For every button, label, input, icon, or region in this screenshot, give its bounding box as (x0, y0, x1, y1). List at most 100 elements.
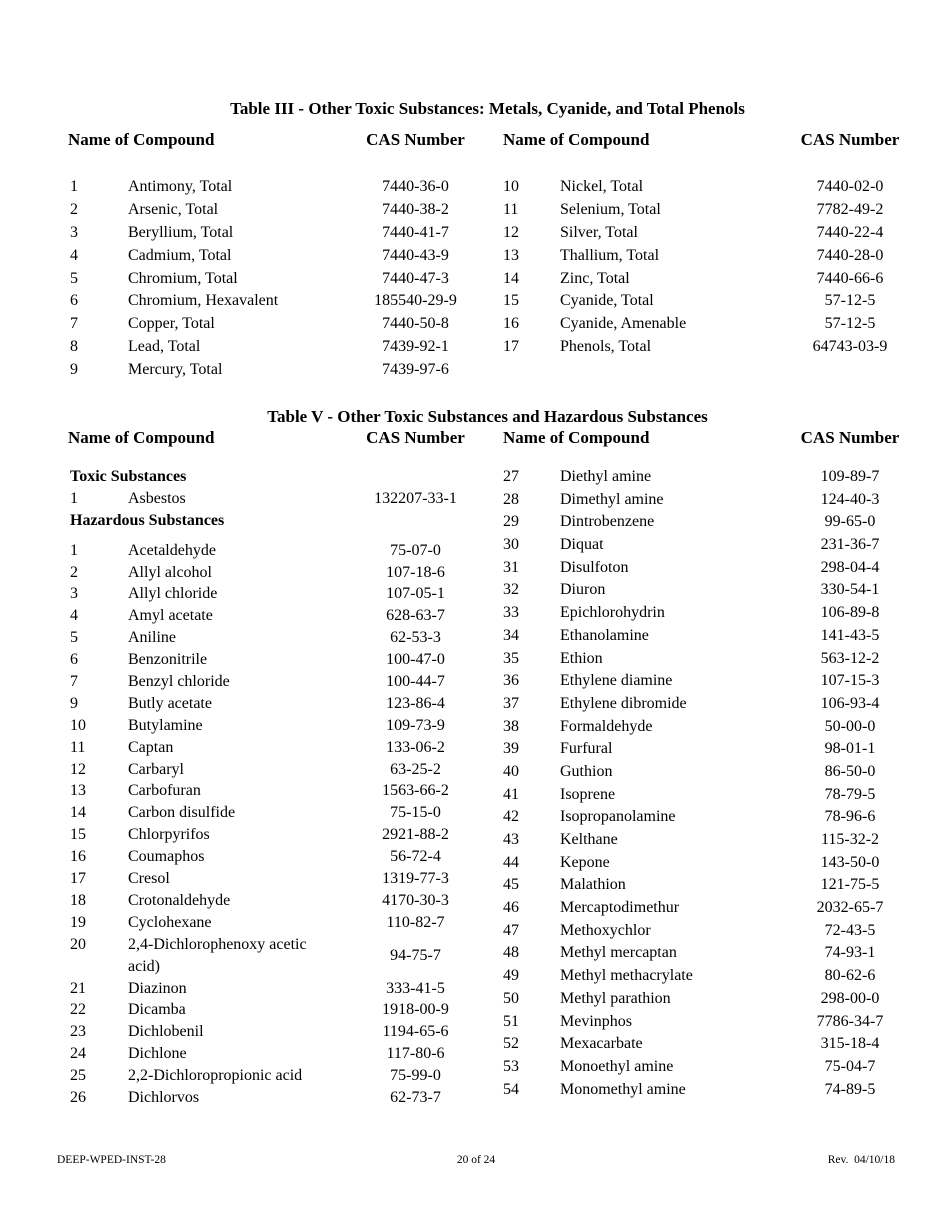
compound-number: 1 (70, 541, 78, 559)
table-row: 43 Kelthane 115-32-2 (503, 829, 905, 852)
compound-number: 53 (503, 1057, 519, 1075)
cas-number: 7440-02-0 (816, 178, 884, 195)
cas-number: 107-15-3 (820, 672, 880, 690)
compound-name: Allyl alcohol (128, 563, 212, 581)
compound-number: 14 (70, 804, 86, 822)
compound-name: Amyl acetate (128, 607, 213, 625)
cas-number: 563-12-2 (820, 649, 880, 667)
cas-number: 99-65-0 (824, 513, 876, 531)
compound-number: 3 (70, 223, 78, 241)
table-row: 23 Dichlobenil 1194-65-6 (70, 1021, 473, 1043)
compound-number: 51 (503, 1012, 519, 1030)
compound-number: 17 (503, 338, 519, 356)
compound-number: 37 (503, 694, 519, 712)
compound-number: 6 (70, 292, 78, 310)
table-row: 18 Crotonaldehyde 4170-30-3 (70, 890, 473, 912)
table-row: 28 Dimethyl amine 124-40-3 (503, 489, 905, 512)
cas-number: 7440-28-0 (816, 246, 884, 264)
compound-number: 52 (503, 1035, 519, 1053)
cas-number: 50-00-0 (824, 717, 876, 735)
compound-number: 43 (503, 831, 519, 848)
compound-name: Formaldehyde (560, 717, 653, 735)
compound-name: Disulfoton (560, 558, 629, 576)
compound-number: 17 (70, 870, 86, 888)
compound-number: 18 (70, 891, 86, 909)
compound-name: Diuron (560, 581, 606, 599)
cas-number: 7782-49-2 (816, 200, 884, 218)
section-heading: Hazardous Substances (70, 510, 473, 532)
compound-name: Monoethyl amine (560, 1057, 674, 1075)
table-row: 54 Monomethyl amine 74-89-5 (503, 1079, 905, 1102)
compound-number: 25 (70, 1067, 86, 1085)
cas-number: 107-05-1 (386, 585, 445, 603)
cas-number: 75-07-0 (390, 541, 441, 559)
table-row: 29 Dintrobenzene 99-65-0 (503, 511, 905, 534)
table-row: 9 Butly acetate 123-86-4 (70, 693, 473, 715)
column-header-name-right: Name of Compound (503, 428, 650, 447)
table-row: 3 Beryllium, Total 7440-41-7 (70, 222, 473, 245)
table-row: 21 Diazinon 333-41-5 (70, 978, 473, 1000)
cas-number: 1319-77-3 (382, 870, 449, 888)
cas-number: 109-89-7 (820, 468, 880, 485)
compound-number: 36 (503, 672, 519, 690)
section-heading-label: Hazardous Substances (70, 511, 225, 529)
table-row: 1 Acetaldehyde 75-07-0 (70, 540, 473, 562)
cas-number: 100-47-0 (386, 651, 445, 669)
table-row: 15 Cyanide, Total 57-12-5 (503, 290, 905, 313)
table-row: 35 Ethion 563-12-2 (503, 648, 905, 671)
compound-name: Mevinphos (560, 1012, 632, 1030)
table-row: 33 Epichlorohydrin 106-89-8 (503, 602, 905, 625)
compound-name: Acetaldehyde (128, 541, 216, 559)
compound-name: Ethylene diamine (560, 672, 673, 690)
compound-number: 12 (70, 760, 86, 778)
table-row: 10 Nickel, Total 7440-02-0 (503, 176, 905, 199)
compound-number: 27 (503, 468, 519, 485)
compound-number: 45 (503, 876, 519, 894)
compound-number: 28 (503, 490, 519, 508)
compound-number: 6 (70, 651, 78, 669)
compound-name: Methoxychlor (560, 921, 651, 939)
compound-name: Cyanide, Total (560, 292, 654, 310)
compound-number: 26 (70, 1088, 86, 1106)
compound-name: Methyl methacrylate (560, 967, 693, 985)
cas-number: 231-36-7 (820, 536, 880, 554)
compound-name: Ethanolamine (560, 626, 649, 644)
compound-number: 4 (70, 607, 78, 625)
cas-number: 56-72-4 (390, 848, 441, 866)
table5-left-column: Toxic Substances 1 Asbestos 132207-33-1 Haza… (70, 466, 473, 1109)
cas-number: 98-01-1 (824, 740, 876, 758)
table-row: 7 Benzyl chloride 100-44-7 (70, 671, 473, 693)
compound-number: 16 (70, 848, 86, 866)
compound-name: Dimethyl amine (560, 490, 664, 508)
table-row: 6 Chromium, Hexavalent 185540-29-9 (70, 290, 473, 313)
compound-number: 9 (70, 361, 78, 379)
table-row: 44 Kepone 143-50-0 (503, 852, 905, 875)
table-row: 17 Phenols, Total 64743-03-9 (503, 336, 905, 359)
table-row: 2 Arsenic, Total 7440-38-2 (70, 199, 473, 222)
compound-name: Benzyl chloride (128, 673, 230, 691)
table3-title: Table III - Other Toxic Substances: Meta… (230, 99, 745, 118)
column-header-cas-left: CAS Number (366, 428, 465, 447)
table-row: 1 Asbestos 132207-33-1 (70, 488, 473, 510)
table-row: 27 Diethyl amine 109-89-7 (503, 466, 905, 489)
table5-right-column: 27 Diethyl amine 109-89-7 28 Dimethyl amine 1… (503, 466, 905, 1101)
cas-number: 63-25-2 (390, 760, 441, 778)
cas-number: 1194-65-6 (382, 1023, 449, 1041)
compound-name: Dichlone (128, 1045, 187, 1063)
compound-name-line: acid) (128, 957, 160, 975)
table-row: 7 Copper, Total 7440-50-8 (70, 313, 473, 336)
compound-name: Dichlorvos (128, 1088, 200, 1106)
table-row: 4 Cadmium, Total 7440-43-9 (70, 245, 473, 268)
compound-number: 7 (70, 315, 78, 333)
compound-number: 46 (503, 899, 519, 917)
compound-name: Beryllium, Total (128, 223, 234, 241)
table-row: 11 Captan 133-06-2 (70, 737, 473, 759)
compound-name: Coumaphos (128, 848, 205, 866)
compound-name: Dicamba (128, 1001, 186, 1019)
compound-name: Chlorpyrifos (128, 826, 210, 844)
cas-number: 333-41-5 (386, 979, 445, 997)
table-row: 45 Malathion 121-75-5 (503, 874, 905, 897)
compound-number: 2 (70, 563, 78, 581)
table-row: 13 Thallium, Total 7440-28-0 (503, 245, 905, 268)
compound-name: Crotonaldehyde (128, 891, 231, 909)
